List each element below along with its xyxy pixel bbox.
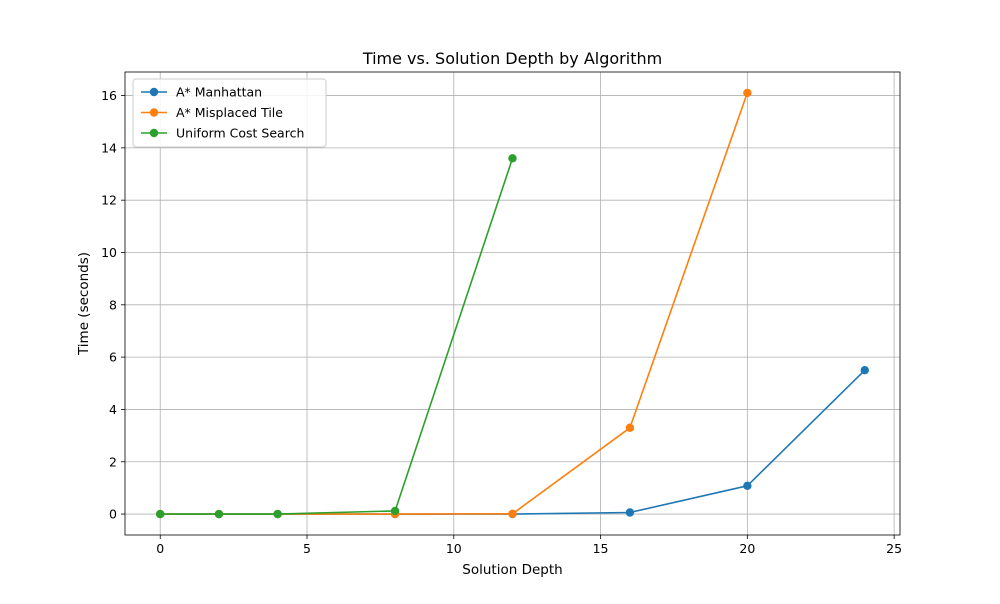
legend: A* Manhattan A* Misplaced Tile Uniform Cos… <box>132 78 327 148</box>
data-point <box>156 509 165 519</box>
legend-item: Uniform Cost Search <box>141 126 304 141</box>
data-point <box>743 481 752 491</box>
data-point <box>743 88 752 98</box>
data-point <box>390 506 400 516</box>
legend-marker <box>149 108 159 117</box>
series-2 <box>156 154 517 519</box>
y-tick-label: 12 <box>101 193 117 208</box>
y-tick-label: 16 <box>101 88 117 103</box>
x-tick-label: 10 <box>446 541 462 556</box>
x-tick-label: 0 <box>156 541 164 556</box>
plot-frame <box>124 71 901 536</box>
legend-label: A* Manhattan <box>176 85 262 100</box>
y-axis-label: Time (seconds) <box>76 252 92 356</box>
legend-marker <box>149 128 159 138</box>
legend-item: A* Manhattan <box>141 85 262 100</box>
y-tick-label: 10 <box>101 245 117 260</box>
data-point <box>214 509 224 519</box>
data-point <box>273 509 282 519</box>
y-tick-label: 2 <box>109 454 117 469</box>
data-point <box>508 154 517 163</box>
data-point <box>625 508 635 517</box>
x-axis-label: Solution Depth <box>462 562 562 578</box>
y-tick-label: 8 <box>109 297 117 312</box>
legend-label: A* Misplaced Tile <box>176 105 283 120</box>
x-tick-label: 25 <box>886 541 902 556</box>
x-tick-label: 15 <box>593 541 609 556</box>
data-point <box>860 366 869 375</box>
y-tick-label: 6 <box>109 350 117 365</box>
y-tick-label: 0 <box>109 507 117 522</box>
chart-title: Time vs. Solution Depth by Algorithm <box>362 49 662 68</box>
y-tick-label: 14 <box>101 140 117 155</box>
x-tick-label: 5 <box>303 541 311 556</box>
legend-marker <box>149 87 159 97</box>
legend-label: Uniform Cost Search <box>176 126 304 141</box>
legend-box <box>132 78 327 148</box>
y-tick-label: 4 <box>109 402 117 417</box>
data-point <box>508 509 517 519</box>
data-point <box>625 423 635 432</box>
legend-item: A* Misplaced Tile <box>141 105 283 120</box>
x-tick-label: 20 <box>739 541 755 556</box>
